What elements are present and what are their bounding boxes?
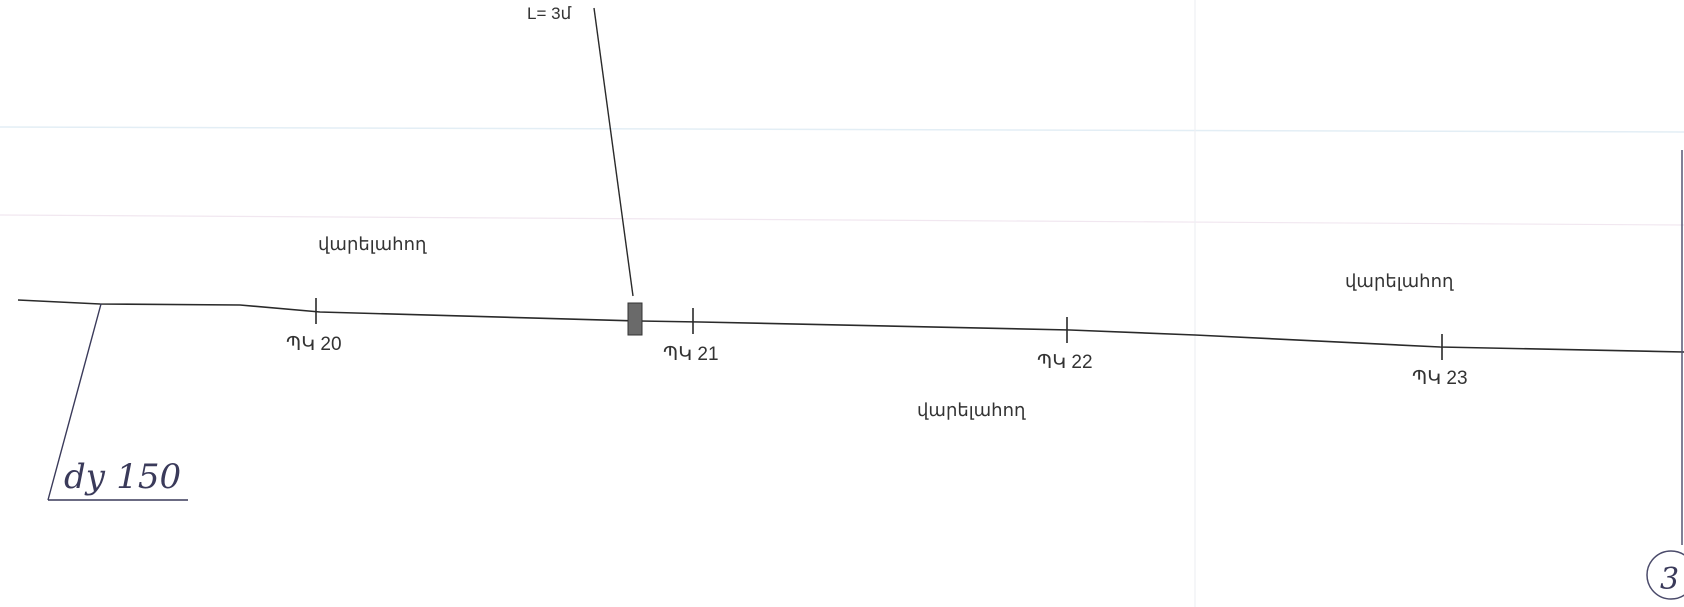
picket-label-22: ՊԿ 22 [1037, 352, 1093, 373]
pipeline-route [17, 299, 1684, 353]
area-label-2: վարելահող [1345, 271, 1454, 291]
sheet-number: 3 [1660, 562, 1679, 597]
note-leader-line [47, 303, 102, 501]
guide-line-top [0, 126, 1684, 133]
guide-line-middle [0, 214, 1684, 226]
leader-line [593, 7, 634, 297]
pipe-diameter-note: dу 150 [64, 457, 181, 497]
well-symbol [627, 302, 643, 336]
area-label-3: վարելահող [917, 400, 1026, 420]
picket-label-23: ՊԿ 23 [1412, 368, 1468, 389]
length-label: L= 3մ [527, 4, 572, 23]
area-label-1: վարելահող [318, 234, 427, 254]
picket-label-20: ՊԿ 20 [286, 334, 342, 355]
picket-label-21: ՊԿ 21 [663, 344, 719, 365]
sheet-number-circle [1646, 550, 1684, 600]
